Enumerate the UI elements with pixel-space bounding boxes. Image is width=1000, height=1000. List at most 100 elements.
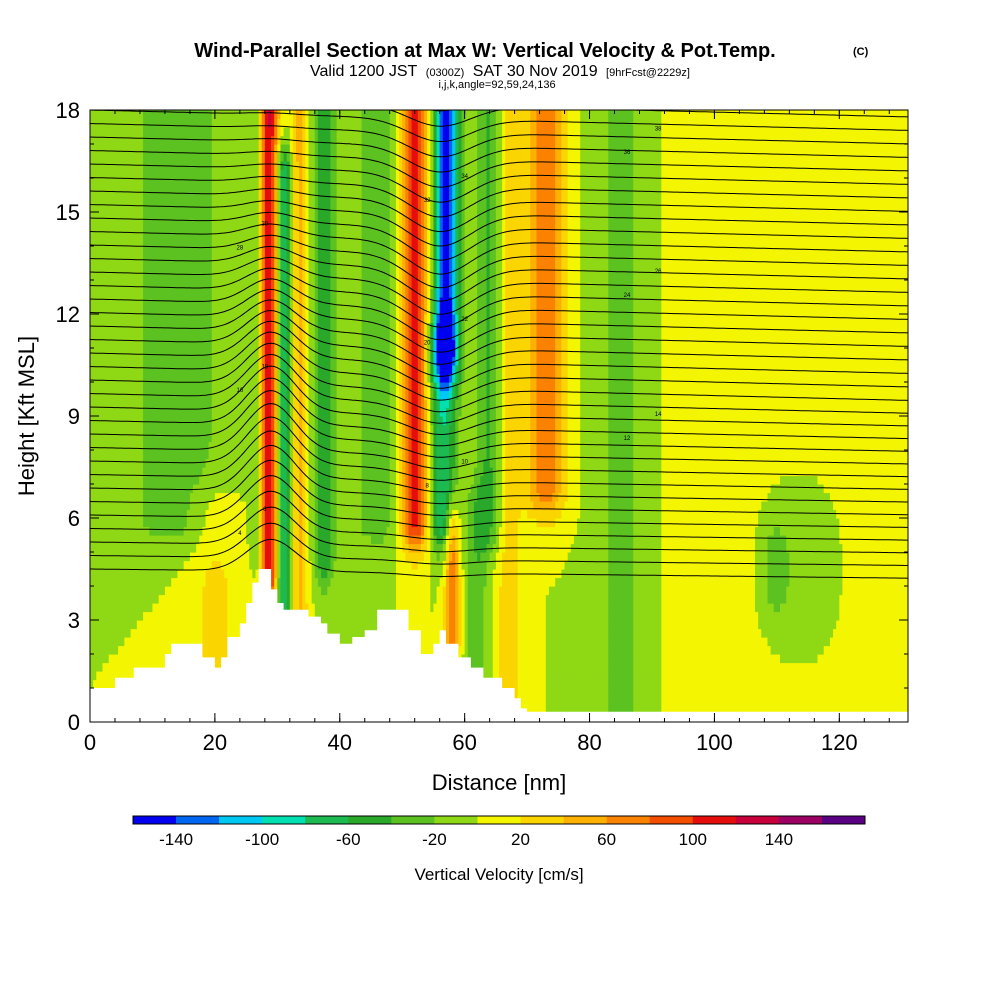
velocity-cell <box>108 220 113 230</box>
velocity-cell <box>121 671 125 681</box>
velocity-cell <box>186 475 191 485</box>
velocity-cell <box>124 348 129 358</box>
velocity-cell <box>158 305 163 315</box>
velocity-cell <box>111 390 116 400</box>
velocity-cell <box>139 288 144 298</box>
velocity-cell <box>196 390 200 400</box>
velocity-cell <box>139 518 144 528</box>
velocity-cell <box>189 118 194 128</box>
velocity-cell <box>93 237 97 247</box>
velocity-cell <box>186 263 191 273</box>
velocity-cell <box>90 339 94 349</box>
velocity-cell <box>146 263 150 273</box>
velocity-cell <box>133 603 138 613</box>
velocity-cell <box>202 433 207 443</box>
velocity-cell <box>139 246 144 256</box>
velocity-cell <box>102 671 107 681</box>
velocity-cell <box>186 127 191 137</box>
velocity-cell <box>174 603 179 613</box>
velocity-cell <box>152 169 157 179</box>
velocity-cell <box>202 467 207 477</box>
velocity-cell <box>133 662 138 672</box>
velocity-cell <box>146 212 150 222</box>
velocity-cell <box>118 433 122 443</box>
velocity-cell <box>124 509 129 519</box>
velocity-cell <box>108 509 113 519</box>
velocity-cell <box>130 594 135 604</box>
velocity-cell <box>158 203 163 213</box>
velocity-cell <box>102 297 107 307</box>
velocity-cell <box>96 178 100 188</box>
velocity-cell <box>193 237 197 247</box>
velocity-cell <box>114 433 119 443</box>
velocity-cell <box>183 424 188 434</box>
velocity-cell <box>136 314 141 324</box>
velocity-cell <box>114 288 119 298</box>
velocity-cell <box>161 526 166 536</box>
velocity-cell <box>121 263 125 273</box>
velocity-cell <box>171 348 175 358</box>
velocity-cell <box>139 654 144 664</box>
velocity-cell <box>139 620 144 630</box>
velocity-cell <box>155 458 160 468</box>
velocity-cell <box>130 356 135 366</box>
velocity-cell <box>133 135 138 145</box>
velocity-cell <box>152 594 157 604</box>
velocity-cell <box>196 577 200 587</box>
velocity-cell <box>114 135 119 145</box>
velocity-cell <box>183 263 188 273</box>
velocity-cell <box>93 246 97 256</box>
velocity-cell <box>152 373 157 383</box>
velocity-cell <box>96 654 100 664</box>
velocity-cell <box>180 569 185 579</box>
velocity-cell <box>90 628 94 638</box>
velocity-cell <box>111 458 116 468</box>
velocity-cell <box>124 645 129 655</box>
velocity-cell <box>180 382 185 392</box>
velocity-cell <box>199 628 203 638</box>
velocity-cell <box>121 144 125 154</box>
velocity-cell <box>186 280 191 290</box>
velocity-cell <box>161 254 166 264</box>
velocity-cell <box>130 645 135 655</box>
velocity-cell <box>164 416 169 426</box>
velocity-cell <box>161 288 166 298</box>
velocity-cell <box>158 220 163 230</box>
velocity-cell <box>105 526 110 536</box>
velocity-cell <box>143 620 147 630</box>
velocity-cell <box>183 254 188 264</box>
velocity-cell <box>202 611 207 621</box>
velocity-cell <box>196 322 200 332</box>
velocity-cell <box>174 433 179 443</box>
velocity-cell <box>155 195 160 205</box>
velocity-cell <box>168 484 172 494</box>
velocity-cell <box>149 535 154 545</box>
velocity-cell <box>168 118 172 128</box>
velocity-cell <box>164 348 169 358</box>
velocity-cell <box>90 246 94 256</box>
velocity-cell <box>143 611 147 621</box>
velocity-cell <box>146 169 150 179</box>
velocity-cell <box>158 339 163 349</box>
velocity-cell <box>121 110 125 120</box>
velocity-cell <box>149 543 154 553</box>
velocity-cell <box>133 645 138 655</box>
velocity-cell <box>158 569 163 579</box>
velocity-cell <box>189 577 194 587</box>
velocity-cell <box>164 263 169 273</box>
velocity-cell <box>199 348 203 358</box>
velocity-cell <box>114 118 119 128</box>
velocity-cell <box>155 611 160 621</box>
velocity-cell <box>96 501 100 511</box>
velocity-cell <box>196 237 200 247</box>
velocity-cell <box>105 229 110 239</box>
velocity-cell <box>127 152 132 162</box>
velocity-cell <box>99 365 104 375</box>
velocity-cell <box>121 314 125 324</box>
velocity-cell <box>183 433 188 443</box>
velocity-cell <box>105 288 110 298</box>
velocity-cell <box>118 552 122 562</box>
velocity-cell <box>168 467 172 477</box>
velocity-cell <box>155 620 160 630</box>
velocity-cell <box>133 280 138 290</box>
